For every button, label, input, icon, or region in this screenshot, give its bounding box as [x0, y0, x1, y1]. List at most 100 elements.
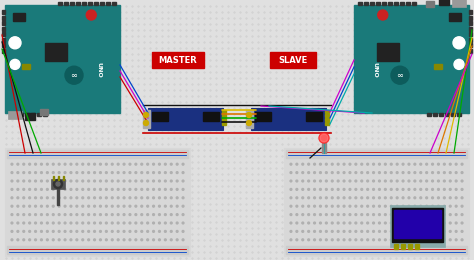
Circle shape: [349, 180, 351, 182]
Circle shape: [52, 231, 54, 232]
Circle shape: [123, 239, 125, 241]
Bar: [2, 43, 5, 47]
Circle shape: [46, 205, 48, 207]
Circle shape: [35, 239, 36, 241]
Circle shape: [117, 239, 119, 241]
Bar: [394, 2, 398, 5]
Circle shape: [88, 239, 90, 241]
Circle shape: [426, 172, 428, 173]
Circle shape: [361, 188, 363, 190]
Circle shape: [314, 163, 316, 165]
Circle shape: [182, 188, 184, 190]
Circle shape: [361, 205, 363, 207]
Circle shape: [10, 59, 20, 69]
Text: MASTER: MASTER: [159, 55, 197, 64]
Circle shape: [391, 188, 392, 190]
Circle shape: [373, 231, 374, 232]
Circle shape: [176, 197, 178, 199]
Circle shape: [147, 197, 148, 199]
Circle shape: [420, 205, 422, 207]
Circle shape: [343, 163, 345, 165]
Circle shape: [449, 172, 451, 173]
Circle shape: [319, 214, 321, 216]
Circle shape: [402, 231, 404, 232]
Circle shape: [290, 163, 292, 165]
Bar: [382, 2, 386, 5]
Circle shape: [141, 197, 143, 199]
Circle shape: [302, 172, 304, 173]
Circle shape: [438, 239, 439, 241]
Circle shape: [46, 239, 48, 241]
Circle shape: [384, 163, 386, 165]
Circle shape: [158, 239, 160, 241]
Circle shape: [461, 205, 463, 207]
Circle shape: [290, 172, 292, 173]
Circle shape: [58, 214, 60, 216]
Circle shape: [76, 163, 78, 165]
Circle shape: [314, 239, 316, 241]
Circle shape: [176, 222, 178, 224]
Circle shape: [378, 10, 388, 20]
Circle shape: [123, 163, 125, 165]
Circle shape: [170, 188, 172, 190]
Circle shape: [396, 231, 398, 232]
Circle shape: [82, 188, 83, 190]
Circle shape: [164, 197, 166, 199]
Circle shape: [105, 172, 107, 173]
Circle shape: [426, 214, 428, 216]
Circle shape: [373, 188, 374, 190]
Circle shape: [117, 197, 119, 199]
Bar: [13, 13, 25, 21]
Bar: [8, 111, 22, 119]
Circle shape: [408, 214, 410, 216]
Circle shape: [64, 197, 66, 199]
Circle shape: [420, 222, 422, 224]
Circle shape: [461, 222, 463, 224]
Bar: [2, 16, 5, 20]
Circle shape: [355, 180, 357, 182]
Circle shape: [379, 214, 380, 216]
Circle shape: [349, 222, 351, 224]
Bar: [286, 150, 467, 158]
Circle shape: [129, 172, 131, 173]
Circle shape: [58, 188, 60, 190]
Circle shape: [17, 172, 19, 173]
Circle shape: [296, 163, 298, 165]
Bar: [394, 244, 398, 249]
Circle shape: [420, 197, 422, 199]
Bar: [284, 148, 469, 256]
Circle shape: [65, 66, 83, 84]
Circle shape: [373, 205, 374, 207]
Circle shape: [438, 188, 439, 190]
Circle shape: [319, 239, 321, 241]
Circle shape: [23, 205, 25, 207]
Circle shape: [153, 231, 155, 232]
Circle shape: [11, 222, 13, 224]
Circle shape: [444, 172, 445, 173]
Circle shape: [426, 222, 428, 224]
Circle shape: [141, 172, 143, 173]
Circle shape: [88, 197, 90, 199]
Bar: [70, 2, 74, 5]
Circle shape: [337, 188, 339, 190]
Circle shape: [414, 188, 416, 190]
Circle shape: [35, 222, 36, 224]
Circle shape: [17, 222, 19, 224]
Bar: [427, 113, 431, 116]
Circle shape: [147, 163, 148, 165]
Circle shape: [296, 239, 298, 241]
Circle shape: [355, 188, 357, 190]
Circle shape: [384, 214, 386, 216]
Circle shape: [147, 214, 148, 216]
Circle shape: [396, 163, 398, 165]
Circle shape: [461, 214, 463, 216]
Circle shape: [396, 239, 398, 241]
Circle shape: [337, 172, 339, 173]
Bar: [82, 2, 86, 5]
Bar: [152, 52, 204, 68]
Bar: [58, 2, 62, 5]
Circle shape: [46, 172, 48, 173]
Circle shape: [337, 197, 339, 199]
Bar: [469, 27, 472, 30]
Circle shape: [35, 163, 36, 165]
